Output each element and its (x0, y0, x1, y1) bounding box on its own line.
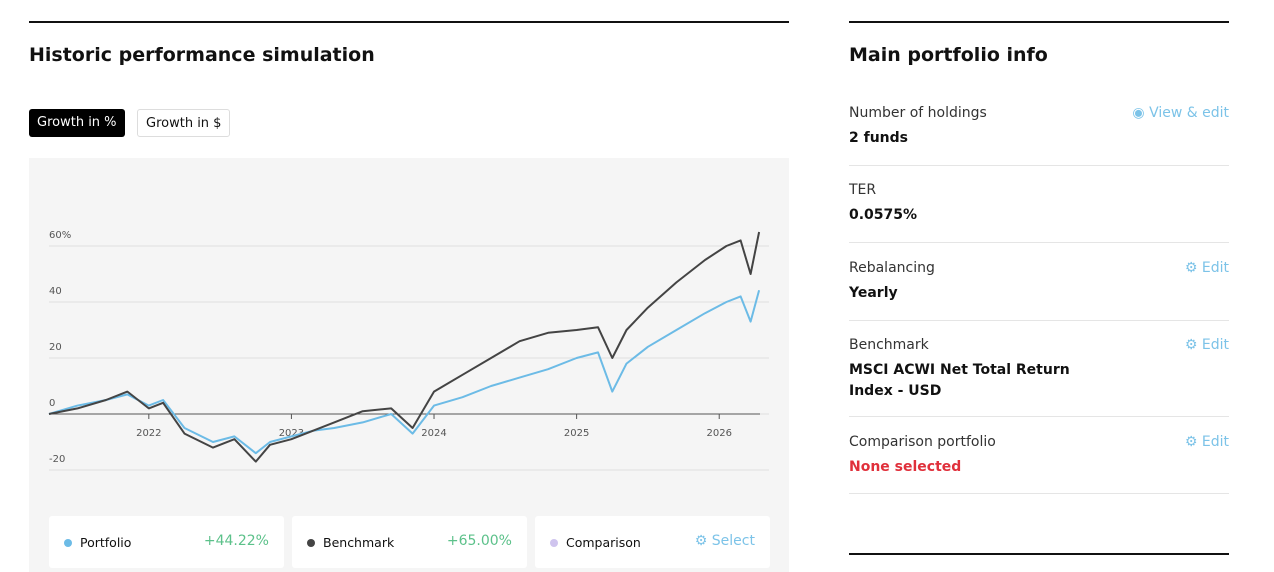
select-label[interactable]: Select (711, 533, 755, 549)
info-value: None selected (849, 459, 962, 475)
x-tick-label: 2024 (421, 428, 446, 439)
legend-value: +65.00% (446, 533, 512, 549)
info-label: TER (849, 182, 877, 198)
legend-card: Portfolio +44.22% (49, 516, 284, 568)
rule (849, 553, 1229, 555)
x-tick-label: 2025 (564, 428, 589, 439)
legend-dot (307, 539, 315, 547)
y-tick-label: -20 (49, 454, 65, 465)
legend-name: Comparison (566, 535, 641, 550)
separator (849, 242, 1229, 243)
info-value: 0.0575% (849, 207, 918, 223)
chart-panel: -20 0 20 40 60% 2022 2023 2024 2025 2026 (29, 158, 789, 572)
toggle-active[interactable]: Growth in % (29, 109, 125, 137)
info-label: Rebalancing (849, 260, 935, 276)
separator (849, 320, 1229, 321)
chart: -20 0 20 40 60% 2022 2023 2024 2025 2026 (48, 230, 769, 471)
edit-button[interactable]: ⚙ Edit (1184, 434, 1229, 450)
view-edit-button[interactable]: ◉ View & edit (1132, 105, 1229, 121)
legend-dot (550, 539, 558, 547)
y-tick-label: 40 (49, 286, 62, 297)
action-label[interactable]: Edit (1201, 260, 1229, 276)
action-label[interactable]: View & edit (1149, 105, 1229, 121)
info-value: Yearly (849, 285, 898, 301)
x-tick-label: 2026 (706, 428, 731, 439)
y-tick-label: 20 (49, 342, 62, 353)
series-line (48, 289, 761, 455)
rule (849, 21, 1229, 23)
y-tick-label: 0 (49, 398, 55, 409)
info-label: Benchmark (849, 337, 929, 353)
x-tick-label: 2022 (136, 428, 161, 439)
y-tick-label: 60% (49, 230, 71, 241)
x-tick-label: 2023 (279, 428, 304, 439)
legend-name: Portfolio (80, 535, 132, 550)
legend-name: Benchmark (323, 535, 395, 550)
legend-card: Comparison ⚙ Select (535, 516, 770, 568)
edit-button[interactable]: ⚙ Edit (1184, 337, 1229, 353)
series-line (48, 231, 761, 463)
action-label[interactable]: Edit (1201, 337, 1229, 353)
info-label: Number of holdings (849, 105, 987, 121)
legend-value: +44.22% (203, 533, 269, 549)
edit-button[interactable]: ⚙ Edit (1184, 260, 1229, 276)
info-label: Comparison portfolio (849, 434, 996, 450)
info-value: 2 funds (849, 130, 908, 146)
select-button[interactable]: ⚙ Select (694, 533, 755, 549)
info-value: MSCI ACWI Net Total Return Index - USD (849, 362, 1070, 399)
section-title: Main portfolio info (849, 44, 1048, 66)
separator (849, 416, 1229, 417)
separator (849, 165, 1229, 166)
separator (849, 493, 1229, 494)
legend-card: Benchmark +65.00% (292, 516, 527, 568)
rule (29, 21, 789, 23)
legend-dot (64, 539, 72, 547)
action-label[interactable]: Edit (1201, 434, 1229, 450)
section-title: Historic performance simulation (29, 44, 375, 66)
toggle[interactable]: Growth in $ (137, 109, 231, 137)
